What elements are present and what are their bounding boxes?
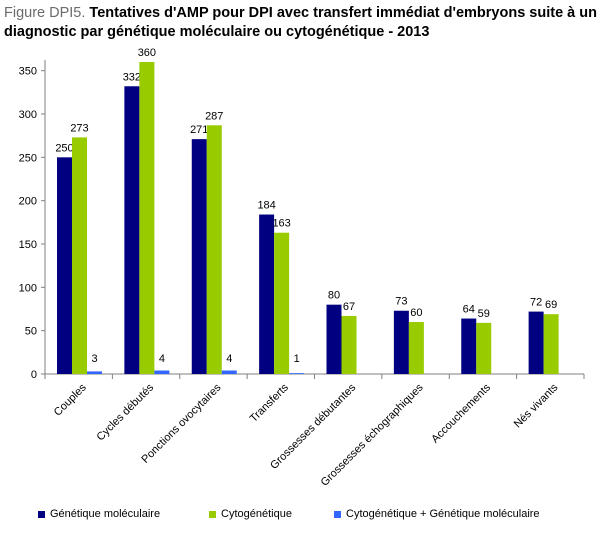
bar xyxy=(206,125,222,375)
y-tick-label: 50 xyxy=(25,326,37,338)
x-tick-label: Nés vivants xyxy=(512,381,561,430)
legend-item-genetique-moleculaire: Génétique moléculaire xyxy=(38,508,160,520)
bar xyxy=(543,314,559,374)
bar xyxy=(259,214,275,374)
figure-number: Figure DPI5. xyxy=(4,5,86,21)
data-label: 184 xyxy=(257,200,275,212)
data-label: 64 xyxy=(463,304,475,316)
x-tick-label: Couples xyxy=(52,381,89,418)
legend: Génétique moléculaire Cytogénétique Cyto… xyxy=(0,508,608,528)
y-tick-label: 300 xyxy=(19,109,37,121)
data-label: 332 xyxy=(123,71,141,83)
legend-label: Génétique moléculaire xyxy=(50,508,161,520)
y-tick-label: 0 xyxy=(31,369,37,381)
data-label: 4 xyxy=(226,353,232,365)
bar xyxy=(476,322,492,374)
chart-title: Figure DPI5. Tentatives d'AMP pour DPI a… xyxy=(4,4,604,42)
legend-swatch xyxy=(38,510,45,518)
data-label: 4 xyxy=(159,353,165,365)
bar xyxy=(528,311,544,374)
legend-item-cytogenetique: Cytogénétique xyxy=(209,508,292,520)
legend-swatch xyxy=(334,510,341,518)
data-label: 1 xyxy=(294,353,300,365)
data-label: 273 xyxy=(70,122,88,134)
y-tick-label: 250 xyxy=(19,152,37,164)
y-tick-label: 150 xyxy=(19,239,37,251)
data-label: 67 xyxy=(343,301,355,313)
bar xyxy=(221,370,237,374)
legend-item-combine: Cytogénétique + Génétique moléculaire xyxy=(334,508,540,520)
y-tick-label: 200 xyxy=(19,196,37,208)
bar xyxy=(191,139,207,374)
data-label: 287 xyxy=(205,110,223,122)
bar xyxy=(341,315,357,374)
bar xyxy=(326,304,342,374)
bar-chart: 0 50 100 150 200 250 300 350 250 273 3 Couples 332 36… xyxy=(19,47,585,489)
data-label: 80 xyxy=(328,290,340,302)
bar xyxy=(124,86,140,375)
bar xyxy=(408,322,424,374)
bar xyxy=(274,232,290,374)
bar xyxy=(289,373,305,374)
y-tick-label: 100 xyxy=(19,282,37,294)
bar xyxy=(87,371,102,374)
bar xyxy=(57,157,72,374)
x-tick-label: Accouchements xyxy=(429,381,493,445)
bar xyxy=(154,370,170,374)
legend-label: Cytogénétique xyxy=(221,508,292,520)
bar xyxy=(393,310,409,374)
bar xyxy=(72,137,87,374)
data-label: 3 xyxy=(91,353,97,365)
data-label: 60 xyxy=(410,307,422,319)
bar xyxy=(139,62,155,374)
legend-label: Cytogénétique + Génétique moléculaire xyxy=(346,508,540,520)
data-label: 73 xyxy=(395,296,407,308)
legend-swatch xyxy=(209,510,216,518)
data-label: 69 xyxy=(545,299,557,311)
data-label: 163 xyxy=(272,218,290,230)
data-label: 72 xyxy=(530,297,542,309)
figure-title: Tentatives d'AMP pour DPI avec transfert… xyxy=(4,5,597,40)
data-label: 360 xyxy=(138,47,156,59)
x-tick-label: Cycles débutés xyxy=(95,381,157,443)
y-tick-label: 350 xyxy=(19,66,37,78)
bar xyxy=(461,318,477,374)
data-label: 250 xyxy=(55,142,73,154)
data-label: 59 xyxy=(478,308,490,320)
data-label: 271 xyxy=(190,124,208,136)
x-tick-label: Transferts xyxy=(248,381,292,425)
